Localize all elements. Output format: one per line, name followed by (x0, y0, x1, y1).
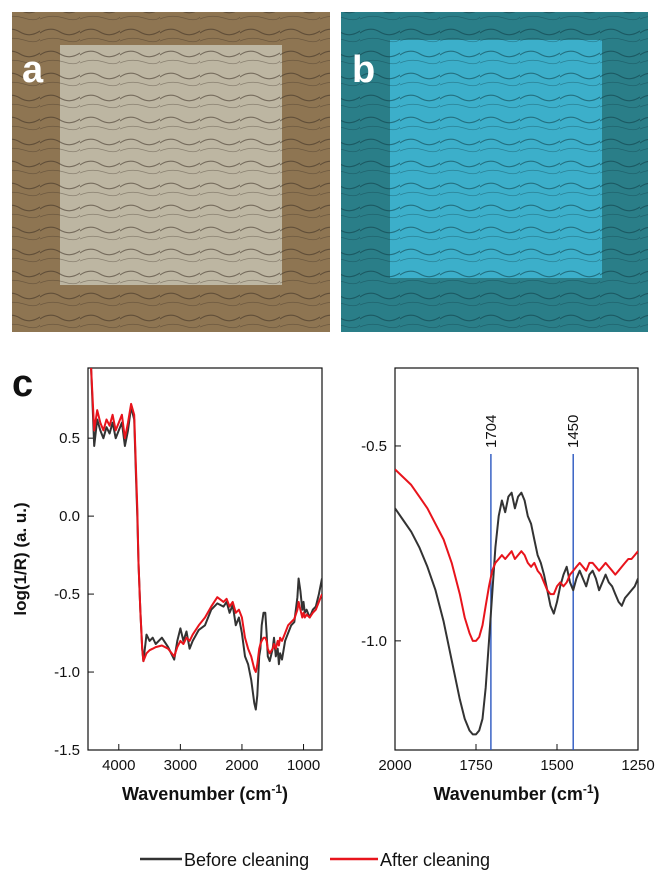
annotation-label: 1704 (483, 415, 500, 448)
x-tick-label: 1000 (287, 757, 320, 774)
series-line-after-cleaning (90, 368, 322, 673)
legend-after-label: After cleaning (380, 850, 490, 870)
legend-before-label: Before cleaning (184, 850, 309, 870)
x-tick-label: 4000 (102, 757, 135, 774)
legend: Before cleaning After cleaning (140, 850, 490, 870)
x-axis-label: Wavenumber (cm-1) (122, 782, 288, 804)
y-tick-label: -1.0 (361, 633, 387, 650)
y-tick-label: -1.5 (54, 742, 80, 759)
x-tick-label: 1250 (621, 757, 654, 774)
x-tick-label: 2000 (378, 757, 411, 774)
x-tick-label: 1500 (540, 757, 573, 774)
panel-letter-c: c (12, 363, 33, 405)
y-tick-label: 0.0 (59, 508, 80, 525)
photo-panel-b: b (341, 12, 648, 332)
series-line-before-cleaning (90, 368, 322, 711)
y-tick-label: -0.5 (361, 438, 387, 455)
panel-letter-b: b (352, 49, 375, 91)
x-tick-label: 2000 (225, 757, 258, 774)
plot-frame (394, 367, 639, 751)
chart-full-spectrum: 4000 3000 2000 1000 0.5 0.0 -0.5 -1.0 -1.5 Wavenu… (11, 367, 323, 804)
x-axis-label: Wavenumber (cm-1) (433, 782, 599, 804)
y-tick-label: -0.5 (54, 586, 80, 603)
panel-letter-a: a (22, 49, 44, 91)
plot-frame (87, 367, 323, 751)
y-tick-label: 0.5 (59, 430, 80, 447)
photo-a-craquelure (12, 12, 330, 332)
series-line-after-cleaning (395, 468, 638, 642)
photo-b-craquelure (341, 12, 648, 332)
annotation-label: 1450 (565, 415, 582, 448)
x-tick-label: 1750 (459, 757, 492, 774)
series-line-before-cleaning (395, 491, 638, 736)
x-tick-label: 3000 (164, 757, 197, 774)
y-axis-label: log(1/R) (a. u.) (11, 502, 30, 615)
photo-panel-a: a (12, 12, 330, 332)
chart-zoom-spectrum: 2000 1750 1500 1250 -0.5 -1.0 1704 1450 Wavenumb… (361, 367, 655, 804)
y-tick-label: -1.0 (54, 664, 80, 681)
